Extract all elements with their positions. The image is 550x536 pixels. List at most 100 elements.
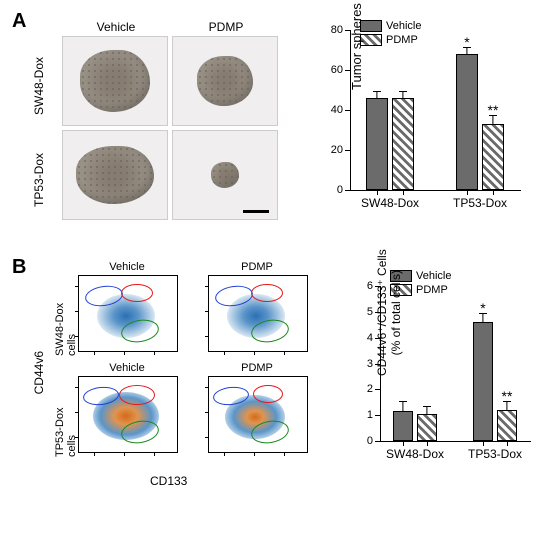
ytick [345,150,351,151]
chart-b: Vehicle PDMP CD44v6⁺/CD133⁺ Cells (% of … [340,276,540,476]
yticklabel: 1 [353,409,373,421]
flow-tp53-pdmp: PDMP [190,362,310,457]
bar [417,414,437,441]
error-bar [426,407,427,413]
micro-sw48-pdmp [172,36,278,126]
yticklabel: 40 [323,104,343,116]
error-bar [402,402,403,411]
tumorsphere-blob [76,146,154,204]
plot-b: CD44v6⁺/CD133⁺ Cells (% of total cells) … [380,286,531,442]
micro-tp53-pdmp [172,130,278,220]
flow-grid: SW48-Dox cells Vehicle PDMP [60,261,320,463]
flow-plot [78,275,178,352]
error-cap [373,91,381,92]
yticklabel: 5 [353,306,373,318]
flow-row-1: SW48-Dox cells Vehicle PDMP [60,261,320,356]
ytick [375,415,381,416]
flow-tp53-vehicle: Vehicle [60,362,180,457]
significance-marker: ** [488,102,499,118]
flow-sw48-pdmp: PDMP [190,261,310,356]
bar [482,124,504,190]
flow-title: Vehicle [78,362,176,374]
ytick [345,190,351,191]
xgrouplabel: TP53-Dox [468,447,522,461]
flow-title: PDMP [208,362,306,374]
flow-plot [208,376,308,453]
ytick [375,312,381,313]
panel-b: B CD44v6 CD133 SW48-Dox cells Vehicle [10,256,540,526]
ytick [375,338,381,339]
ytick [375,389,381,390]
xtick [493,190,494,195]
gate-red [119,385,155,405]
xtick [483,441,484,446]
tumorsphere-blob [211,162,239,188]
xtick [427,441,428,446]
yticklabel: 20 [323,144,343,156]
micrograph-col-labels: Vehicle PDMP [60,20,280,34]
xtick [507,441,508,446]
yticklabel: 0 [353,435,373,447]
significance-marker: ** [502,388,513,404]
micro-row-2 [60,130,280,220]
error-cap [423,406,431,407]
flow-plot [78,376,178,453]
error-cap [399,91,407,92]
tumorsphere-blob [80,50,150,112]
micrograph-grid: Vehicle PDMP SW48-Dox TP53-Dox [60,20,280,224]
yticklabel: 6 [353,280,373,292]
row-label-sw48: SW48-Dox [32,46,46,126]
yticklabel: 4 [353,332,373,344]
error-cap [399,401,407,402]
flow-title: Vehicle [78,261,176,273]
legend-label: Vehicle [416,270,451,282]
bar [456,54,478,190]
error-bar [376,92,377,98]
col-label-vehicle: Vehicle [97,20,136,34]
figure: A Vehicle PDMP SW48-Dox TP53-Dox [10,10,540,526]
panel-a-label: A [12,10,26,33]
yticklabel: 0 [323,184,343,196]
xtick [403,441,404,446]
micro-sw48-vehicle [62,36,168,126]
micro-tp53-vehicle [62,130,168,220]
bar [393,411,413,441]
flow-xlabel: CD133 [150,474,187,488]
gate-red [121,284,153,302]
ytick [375,441,381,442]
ytick [345,70,351,71]
row-label-tp53: TP53-Dox [32,140,46,220]
gate-red [251,284,283,302]
chart-a: Vehicle PDMP Tumor spheres 020406080SW48… [310,20,530,220]
yticklabel: 3 [353,358,373,370]
plot-a: Tumor spheres 020406080SW48-DoxTP53-Dox*… [350,30,521,191]
scale-bar [243,210,269,213]
yticklabel: 2 [353,383,373,395]
micro-row-1 [60,36,280,126]
significance-marker: * [480,300,485,316]
col-label-pdmp: PDMP [209,20,244,34]
panel-a: A Vehicle PDMP SW48-Dox TP53-Dox [10,10,540,250]
ylabel-a: Tumor spheres [349,3,364,90]
xtick [467,190,468,195]
gate-red [253,385,283,403]
ylabel-b-bot: (% of total cells) [389,270,403,355]
yticklabel: 80 [323,24,343,36]
xgrouplabel: TP53-Dox [453,196,507,210]
panel-b-label: B [12,256,26,279]
ytick [345,30,351,31]
significance-marker: * [464,34,469,50]
flow-sw48-vehicle: Vehicle [60,261,180,356]
tumorsphere-blob [197,56,253,106]
flow-title: PDMP [208,261,306,273]
xgrouplabel: SW48-Dox [361,196,419,210]
xgrouplabel: SW48-Dox [386,447,444,461]
error-bar [402,92,403,98]
bar [497,410,517,441]
yticklabel: 60 [323,64,343,76]
ytick [345,110,351,111]
ytick [375,286,381,287]
xtick [377,190,378,195]
flow-row-2: TP53-Dox cells Vehicle PDMP [60,362,320,457]
flow-ylabel: CD44v6 [32,351,46,394]
